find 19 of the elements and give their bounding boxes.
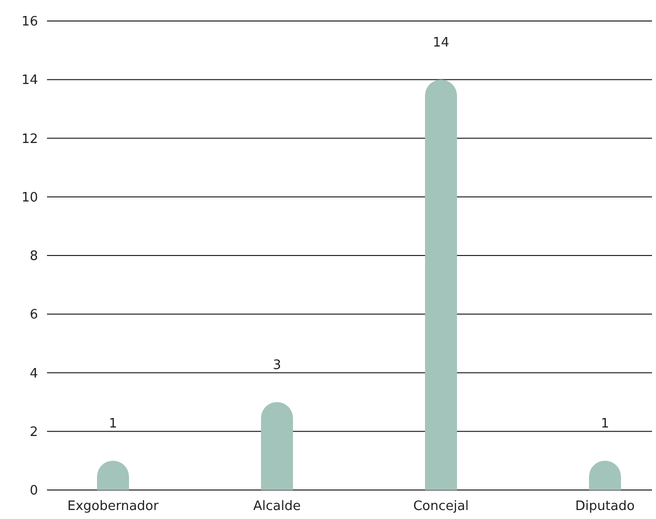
x-tick-label: Diputado: [575, 499, 635, 514]
data-label: 1: [108, 416, 118, 432]
y-tick-label: 12: [21, 132, 38, 147]
y-tick-label: 14: [21, 73, 38, 88]
y-tick-label: 10: [21, 190, 38, 206]
x-tick-label: Concejal: [413, 499, 469, 514]
y-tick-label: 0: [30, 484, 38, 499]
bar: [425, 80, 457, 490]
data-label: 1: [600, 416, 610, 432]
data-label: 14: [432, 36, 450, 51]
y-tick-label: 4: [30, 366, 38, 382]
y-tick-label: 2: [30, 424, 38, 440]
x-tick-label: Exgobernador: [67, 499, 160, 514]
y-tick-label: 6: [30, 308, 38, 323]
data-label: 3: [272, 358, 282, 374]
y-tick-label: 8: [30, 249, 38, 264]
x-tick-label: Alcalde: [253, 499, 301, 514]
y-tick-label: 16: [21, 14, 38, 30]
bar: [261, 402, 293, 490]
